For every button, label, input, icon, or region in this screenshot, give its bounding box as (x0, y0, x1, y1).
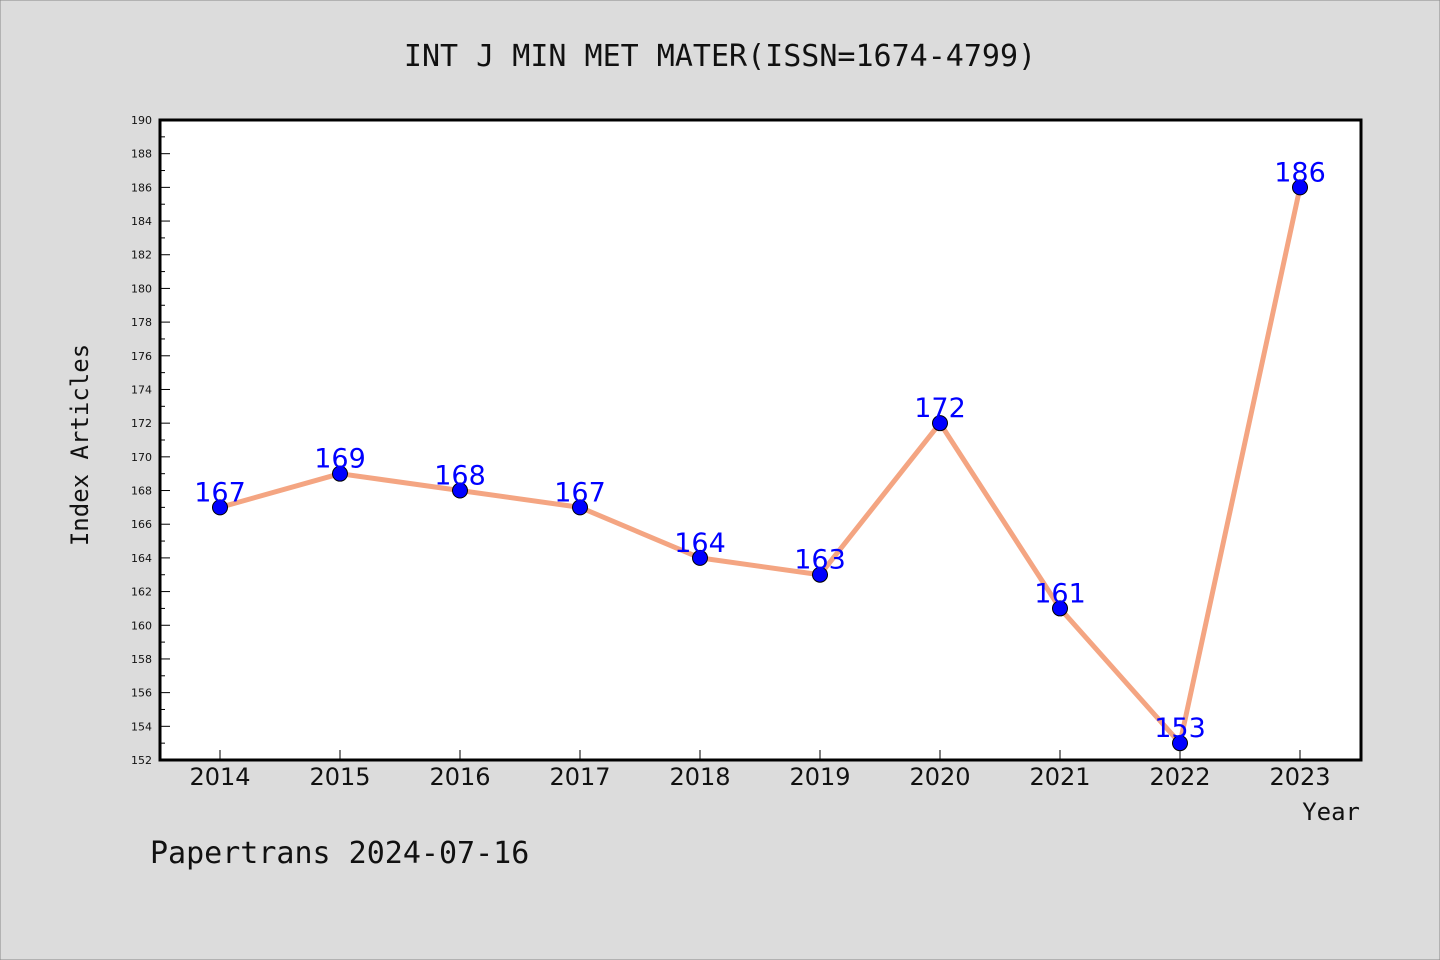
x-tick-label: 2016 (429, 763, 490, 791)
data-label: 169 (314, 444, 366, 475)
data-point (212, 499, 228, 516)
y-tick-label: 164 (131, 552, 152, 565)
y-axis: 152 154 156 158 160 162 164 166 168 170 172 174 176 1… (131, 114, 170, 767)
x-axis-title: Year (1302, 798, 1360, 826)
y-tick-label: 174 (131, 383, 152, 396)
x-tick-label: 2019 (789, 763, 850, 791)
x-axis: 2014 2015 2016 2017 2018 2019 2020 2021 2022 2023 (189, 750, 1331, 791)
data-label: 153 (1154, 713, 1206, 744)
data-point (812, 566, 828, 583)
y-tick-label: 188 (131, 148, 152, 161)
y-tick-label: 160 (131, 619, 152, 632)
y-tick-label: 168 (131, 485, 152, 498)
x-tick-label: 2021 (1029, 763, 1090, 791)
chart-title: INT J MIN MET MATER(ISSN=1674-4799) (404, 39, 1036, 74)
data-point (932, 415, 948, 432)
data-point (1292, 179, 1308, 196)
data-label: 186 (1274, 157, 1326, 188)
plot-area (160, 120, 1361, 760)
y-tick-label: 162 (131, 586, 152, 599)
y-axis-title: Index Articles (66, 344, 94, 546)
data-label: 167 (554, 477, 606, 508)
y-tick-label: 152 (131, 754, 152, 767)
data-label: 168 (434, 461, 486, 492)
series (212, 179, 1308, 752)
y-tick-label: 166 (131, 518, 152, 531)
data-point (572, 499, 588, 516)
plot-frame (158, 118, 1363, 762)
data-point (1052, 600, 1068, 617)
x-tick-label: 2018 (669, 763, 730, 791)
data-point (692, 549, 708, 566)
x-tick-label: 2015 (309, 763, 370, 791)
series-line (219, 186, 1303, 746)
data-label: 172 (914, 393, 966, 424)
y-tick-label: 186 (131, 181, 152, 194)
data-label: 164 (674, 528, 726, 559)
y-tick-label: 180 (131, 282, 152, 295)
data-point (332, 465, 348, 482)
data-label: 167 (194, 477, 246, 508)
data-point (452, 482, 468, 499)
data-label: 161 (1034, 578, 1086, 609)
y-tick-label: 170 (131, 451, 152, 464)
y-tick-label: 156 (131, 687, 152, 700)
data-labels: 167 169 168 167 164 163 172 161 153 186 (194, 157, 1326, 744)
y-tick-label: 190 (131, 114, 152, 127)
y-tick-label: 184 (131, 215, 152, 228)
y-tick-label: 158 (131, 653, 152, 666)
y-tick-label: 182 (131, 249, 152, 262)
y-tick-label: 154 (131, 720, 152, 733)
x-tick-label: 2017 (549, 763, 610, 791)
x-tick-label: 2023 (1269, 763, 1330, 791)
data-label: 163 (794, 545, 846, 576)
footer-text: Papertrans 2024-07-16 (150, 836, 529, 871)
x-tick-label: 2020 (909, 763, 970, 791)
x-tick-label: 2022 (1149, 763, 1210, 791)
y-tick-label: 176 (131, 350, 152, 363)
x-tick-label: 2014 (189, 763, 250, 791)
y-tick-label: 178 (131, 316, 152, 329)
y-tick-label: 172 (131, 417, 152, 430)
data-point (1172, 735, 1188, 752)
